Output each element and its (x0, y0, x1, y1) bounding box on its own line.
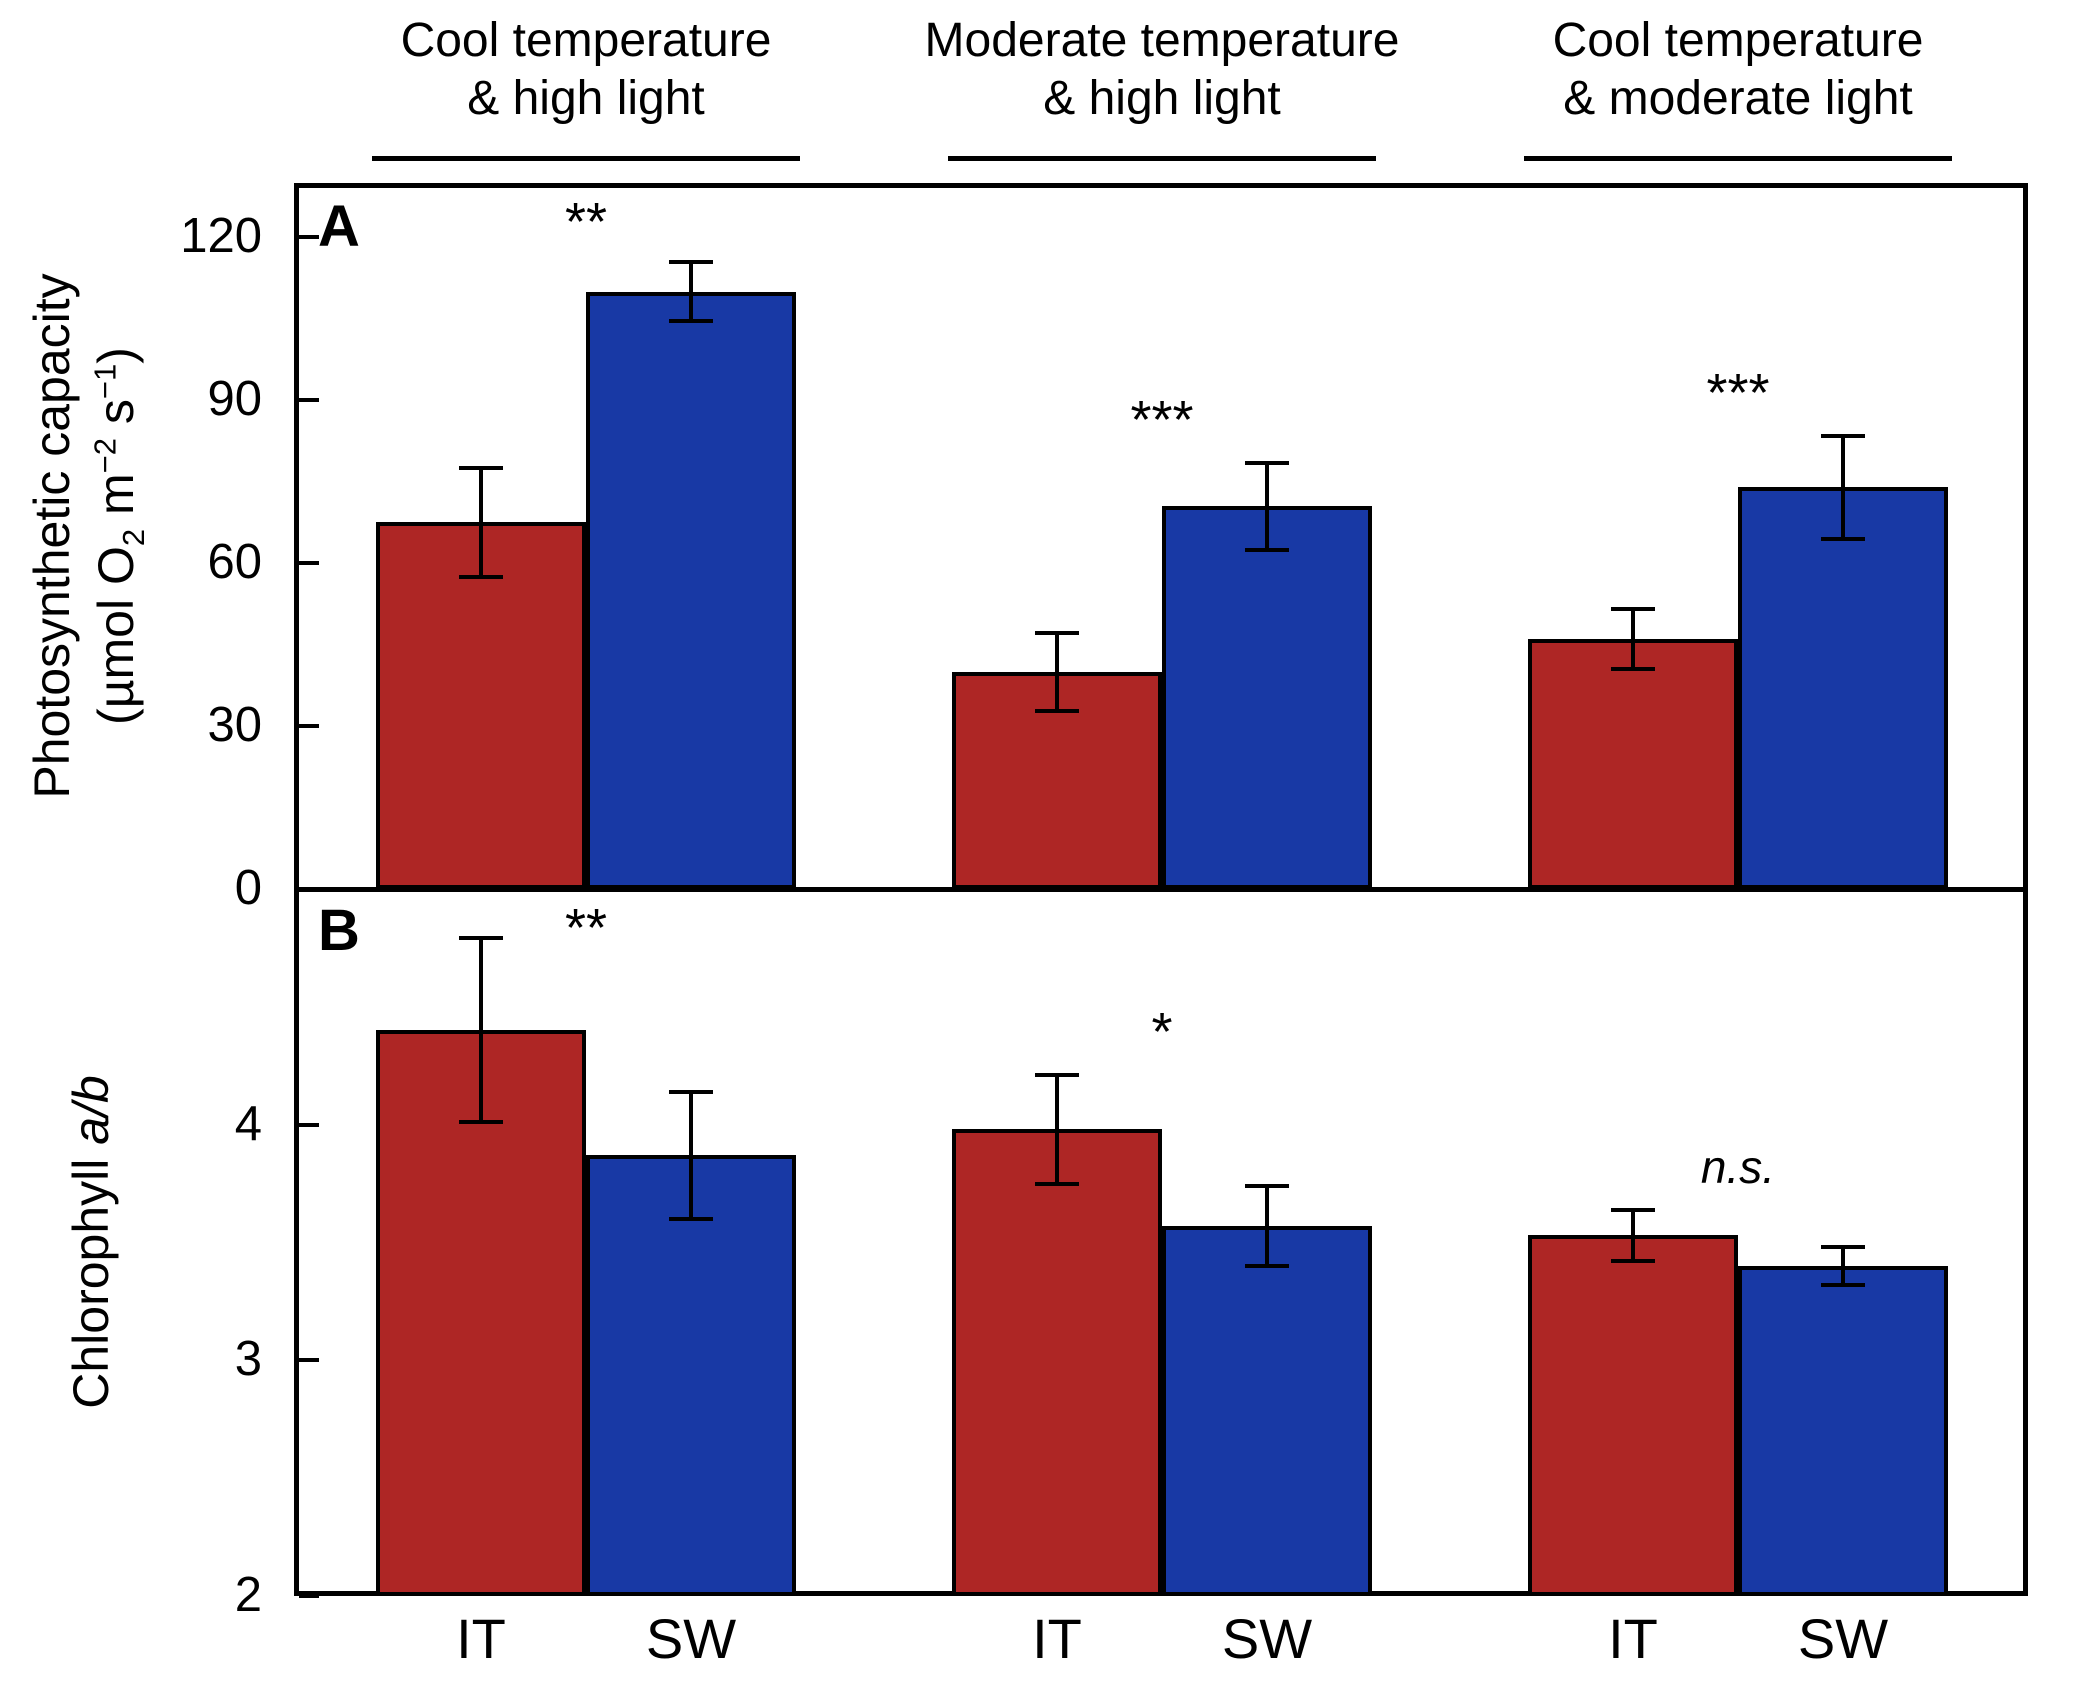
group-underline (1524, 156, 1952, 161)
x-tick-label-it: IT (1608, 1607, 1658, 1670)
y-tick-label: 0 (234, 861, 262, 915)
significance-label: n.s. (1700, 1140, 1776, 1193)
bar-sw (586, 291, 796, 889)
y-tick-label: 60 (207, 535, 262, 590)
panel-a-y-axis-title-line2: (µmol O2 m−2 s−1) (87, 347, 151, 725)
error-bar-line (1055, 1075, 1059, 1184)
bar-sw (1162, 506, 1372, 889)
group-header-line1: Moderate temperature (924, 14, 1400, 67)
y-tick (299, 724, 319, 729)
error-bar-cap-top (1035, 630, 1079, 635)
error-bar-line (479, 468, 483, 577)
error-bar-cap-bottom (1821, 536, 1865, 541)
error-bar-line (1265, 462, 1269, 550)
bar-it (1528, 639, 1738, 889)
bar-sw (1162, 1226, 1372, 1596)
y-tick (299, 561, 319, 566)
group-header-line1: Cool temperature (1552, 14, 1924, 67)
error-bar-cap-bottom (1821, 1282, 1865, 1287)
error-bar-line (689, 1091, 693, 1219)
y-tick-label: 2 (234, 1568, 262, 1622)
panel-b-label: B (318, 898, 360, 963)
significance-label: *** (1706, 362, 1770, 423)
y-tick (299, 1122, 319, 1127)
error-bar-cap-bottom (1611, 667, 1655, 672)
x-tick-label-it: IT (456, 1607, 506, 1670)
x-tick-label-sw: SW (1221, 1607, 1313, 1670)
bar-sw (586, 1155, 796, 1596)
group-header-line2: & high light (1043, 72, 1281, 125)
error-bar-cap-top (459, 466, 503, 471)
y-tick (299, 887, 319, 891)
error-bar-cap-bottom (669, 319, 713, 324)
error-bar-cap-bottom (669, 1216, 713, 1221)
bar-it (1528, 1235, 1738, 1596)
panel-b-y-axis-title: Chlorophyll a/b (59, 1032, 125, 1452)
error-bar-cap-bottom (459, 574, 503, 579)
panel-divider-axis (294, 887, 2028, 892)
group-underline (372, 156, 800, 161)
y-tick-label: 4 (234, 1096, 262, 1151)
y-tick (299, 398, 319, 403)
error-bar-line (1841, 1247, 1845, 1285)
x-tick-label-sw: SW (1797, 1607, 1889, 1670)
error-bar-line (479, 938, 483, 1123)
error-bar-line (1055, 632, 1059, 711)
group-header-line1: Cool temperature (400, 14, 772, 67)
error-bar-cap-bottom (1035, 708, 1079, 713)
group-header-cool-high: Cool temperature & high light (206, 12, 966, 128)
error-bar-line (1631, 609, 1635, 670)
y-tick (299, 1358, 319, 1363)
error-bar-cap-top (669, 259, 713, 264)
significance-label: *** (1130, 389, 1194, 450)
y-tick-label: 120 (180, 209, 262, 264)
error-bar-line (1631, 1209, 1635, 1262)
panel-a-y-axis-title: Photosynthetic capacity (µmol O2 m−2 s−1… (20, 176, 156, 896)
significance-label: ** (564, 898, 608, 958)
error-bar-cap-top (1245, 460, 1289, 465)
error-bar-cap-bottom (1611, 1259, 1655, 1264)
y-tick-label: 3 (234, 1332, 262, 1387)
error-bar-cap-bottom (1035, 1181, 1079, 1186)
group-header-cool-moderate: Cool temperature & moderate light (1358, 12, 2100, 128)
error-bar-cap-bottom (459, 1120, 503, 1125)
group-header-moderate-high: Moderate temperature & high light (782, 12, 1542, 128)
error-bar-cap-top (459, 936, 503, 941)
panel-a-label: A (318, 194, 360, 259)
bar-sw (1738, 1266, 1948, 1596)
error-bar-cap-top (1035, 1073, 1079, 1078)
error-bar-cap-bottom (1245, 547, 1289, 552)
bar-it (952, 1129, 1162, 1596)
group-underline (948, 156, 1376, 161)
error-bar-cap-top (1611, 1207, 1655, 1212)
panel-b-y-axis-title-line1: Chlorophyll a/b (63, 1075, 119, 1409)
group-header-line2: & moderate light (1563, 72, 1913, 125)
y-tick (299, 235, 319, 240)
panel-a-y-axis-title-line1: Photosynthetic capacity (24, 273, 80, 799)
error-bar-cap-top (1821, 1245, 1865, 1250)
group-header-line2: & high light (467, 72, 705, 125)
y-tick-label: 30 (207, 698, 262, 753)
error-bar-cap-top (669, 1089, 713, 1094)
y-tick-label: 90 (207, 372, 262, 427)
bar-sw (1738, 487, 1948, 889)
x-tick-label-it: IT (1032, 1607, 1082, 1670)
error-bar-cap-top (1821, 433, 1865, 438)
error-bar-line (1265, 1185, 1269, 1267)
significance-label: * (1151, 1002, 1173, 1063)
error-bar-line (1841, 435, 1845, 539)
error-bar-line (689, 261, 693, 322)
error-bar-cap-top (1245, 1183, 1289, 1188)
significance-label: ** (564, 192, 608, 252)
error-bar-cap-bottom (1245, 1264, 1289, 1269)
y-tick (299, 1594, 319, 1598)
error-bar-cap-top (1611, 607, 1655, 612)
x-tick-label-sw: SW (645, 1607, 737, 1670)
